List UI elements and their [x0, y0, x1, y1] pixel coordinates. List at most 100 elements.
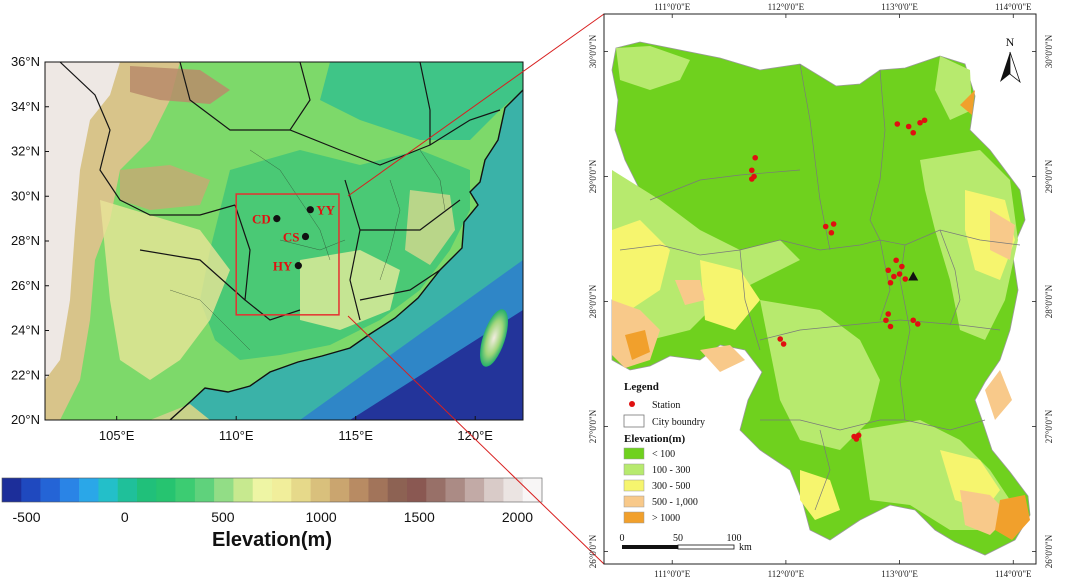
station-marker	[894, 121, 901, 127]
colorbar-segment	[98, 478, 119, 502]
colorbar-tick-label: -500	[13, 509, 41, 525]
station-marker	[899, 263, 905, 270]
legend-title: Legend	[624, 381, 659, 393]
legend-elevation-classes: < 100 100 - 300 300 - 500 500 - 1,000 > 1000	[623, 447, 698, 524]
station-marker	[917, 119, 923, 126]
right-lon-label-top: 113°0'0"E	[881, 2, 918, 12]
station-legend-icon	[629, 401, 635, 407]
legend-swatch	[623, 495, 645, 508]
colorbar-segment	[464, 478, 485, 502]
colorbar-segment	[233, 478, 254, 502]
colorbar-segment	[175, 478, 196, 502]
right-lat-label-left: 29°0'0"N	[588, 159, 598, 193]
station-marker	[914, 321, 921, 327]
colorbar-segment	[21, 478, 41, 502]
station-marker	[885, 267, 892, 274]
city-label: HY	[273, 259, 293, 274]
legend: Legend Station City boundry Elevation(m)…	[623, 381, 705, 524]
lon-label: 105°E	[99, 428, 135, 443]
station-marker	[887, 323, 894, 330]
lat-label: 34°N	[11, 99, 40, 114]
right-lat-label-right: 27°0'0"N	[1044, 409, 1054, 443]
colorbar-segment	[349, 478, 369, 502]
taiwan	[480, 309, 508, 367]
scale-bar-black	[622, 545, 678, 549]
zoom-line-top	[347, 13, 605, 197]
scale-label-0: 0	[620, 533, 625, 544]
right-top-lon-labels: 111°0'0"E 112°0'0"E 113°0'0"E 114°0'0"E	[654, 2, 1032, 18]
mountains-north	[130, 66, 230, 104]
hills-south	[300, 250, 400, 330]
right-lon-label-top: 112°0'0"E	[768, 2, 805, 12]
city-marker	[306, 206, 314, 214]
legend-swatch	[623, 447, 645, 460]
station-marker	[855, 432, 862, 439]
lat-label: 36°N	[11, 54, 40, 69]
station-marker	[896, 271, 903, 277]
right-bottom-lon-labels: 111°0'0"E 112°0'0"E 113°0'0"E 114°0'0"E	[654, 560, 1032, 579]
colorbar-tick-label: 2000	[502, 509, 533, 525]
stations-layer	[748, 117, 928, 442]
right-right-lat-labels: 30°0'0"N 29°0'0"N 28°0'0"N 27°0'0"N 26°0'0"N	[1032, 34, 1054, 568]
colorbar-segment	[407, 478, 427, 502]
colorbar-segment	[194, 478, 215, 502]
station-marker	[883, 317, 889, 324]
colorbar-tick-label: 500	[211, 509, 235, 525]
colorbar-segment	[214, 478, 234, 502]
north-arrow: N	[1000, 35, 1021, 84]
right-lat-label-right: 29°0'0"N	[1044, 159, 1054, 193]
colorbar-segment	[252, 478, 273, 502]
colorbar-segment	[310, 478, 331, 502]
colorbar-segment	[484, 478, 504, 502]
right-lat-label-right: 28°0'0"N	[1044, 284, 1054, 318]
right-lon-label-bottom: 113°0'0"E	[881, 569, 918, 579]
station-marker	[830, 221, 837, 227]
yellow-hills	[100, 200, 230, 380]
station-marker	[921, 117, 928, 124]
north-label: N	[1006, 35, 1015, 49]
city-label: CS	[283, 230, 300, 245]
colorbar-segment	[272, 478, 292, 502]
station-marker	[828, 229, 835, 236]
lat-label: 20°N	[11, 412, 40, 427]
scale-label-50: 50	[673, 533, 683, 544]
colorbar-tick-label: 1000	[306, 509, 337, 525]
city-marker	[273, 215, 281, 223]
plateau-far-west	[45, 62, 120, 380]
right-lon-label-top: 114°0'0"E	[995, 2, 1032, 12]
colorbar-segment	[387, 478, 408, 502]
colorbar-frame	[1, 477, 543, 503]
hills-southeast	[405, 190, 455, 265]
elevation-over-1000	[625, 90, 1030, 540]
colorbar-segment	[156, 478, 176, 502]
lat-label: 22°N	[11, 367, 40, 382]
right-lon-label-bottom: 111°0'0"E	[654, 569, 691, 579]
station-marker	[910, 317, 917, 324]
colorbar-segment	[79, 478, 99, 502]
station-marker	[893, 257, 899, 264]
right-map-frame	[603, 13, 1037, 565]
station-marker	[891, 273, 897, 280]
city-marker	[294, 262, 302, 270]
colorbar-segment	[59, 478, 80, 502]
shelf-water	[300, 260, 523, 420]
city-label: YY	[316, 203, 335, 218]
lon-label: 115°E	[338, 428, 373, 443]
right-lat-label-left: 30°0'0"N	[588, 34, 598, 68]
legend-station-label: Station	[652, 400, 680, 411]
north-arrow-icon-half	[1009, 51, 1021, 84]
prefecture-boundaries	[169, 149, 446, 351]
colorbar-segment	[368, 478, 389, 502]
lat-label: 32°N	[11, 144, 40, 159]
right-left-lat-labels: 30°0'0"N 29°0'0"N 28°0'0"N 27°0'0"N 26°0'0"N	[588, 34, 608, 568]
colorbar-tick-label: 0	[121, 509, 129, 525]
legend-class-label: 500 - 1,000	[652, 497, 698, 508]
scale-unit: km	[739, 542, 752, 553]
station-marker	[780, 341, 787, 347]
right-lat-label-left: 27°0'0"N	[588, 409, 598, 443]
lat-label: 28°N	[11, 233, 40, 248]
colorbar-segment	[40, 478, 61, 502]
city-markers: CD YY CS HY	[252, 203, 336, 274]
elevation-300-500	[612, 190, 1015, 520]
station-marker	[752, 154, 758, 161]
